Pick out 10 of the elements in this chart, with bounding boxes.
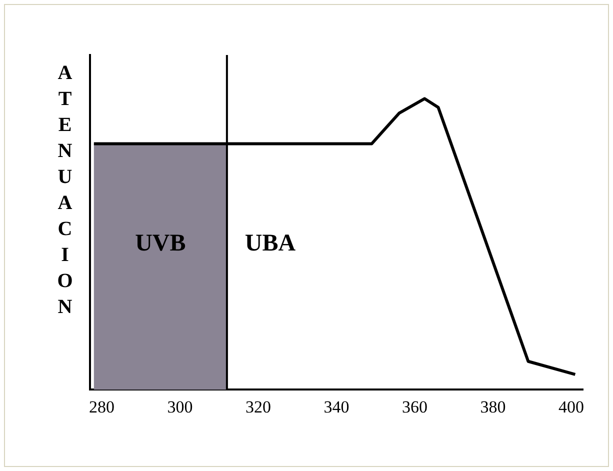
text: ATENUACION [57, 62, 73, 318]
x-tick-label: 300 [167, 397, 193, 416]
x-tick-label: 280 [88, 397, 114, 416]
band-label: UVB [135, 230, 186, 256]
x-tick-label: 400 [558, 397, 584, 416]
x-tick-label: 320 [245, 397, 271, 416]
x-tick-label: 360 [402, 397, 428, 416]
x-tick-label: 340 [324, 397, 350, 416]
x-tick-label: 380 [480, 397, 506, 416]
annotation: UBA [244, 230, 296, 256]
